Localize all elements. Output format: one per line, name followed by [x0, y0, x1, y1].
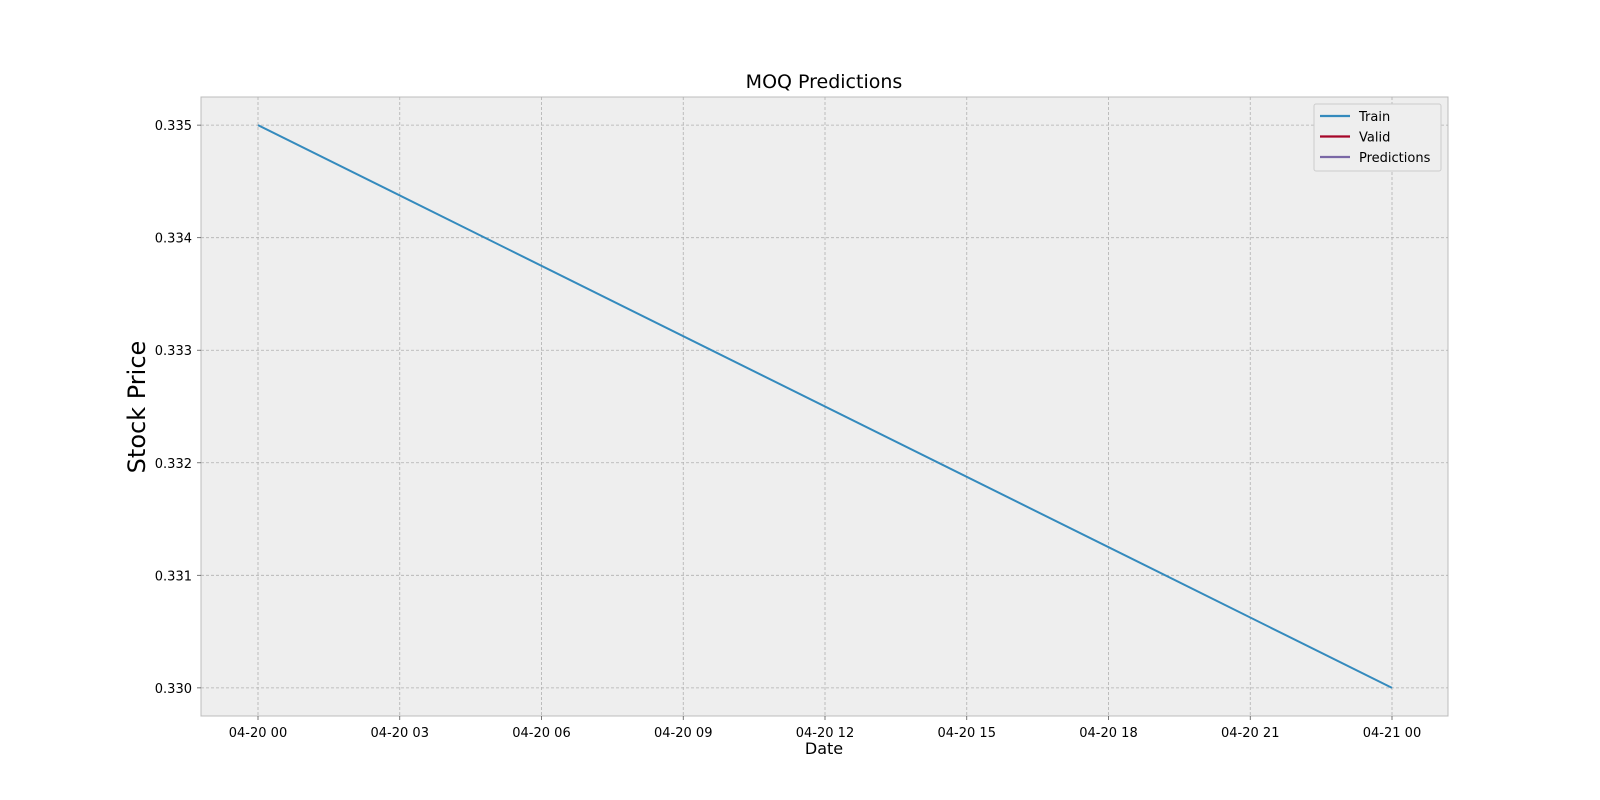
x-tick-label: 04-20 18 — [1079, 726, 1137, 741]
y-tick-label: 0.331 — [155, 569, 192, 584]
y-axis-label: Stock Price — [123, 341, 151, 474]
legend: Train Valid Predictions — [1313, 103, 1442, 172]
y-tick-label: 0.332 — [155, 457, 192, 472]
y-gridlines — [201, 124, 1448, 689]
legend-box — [1313, 103, 1442, 172]
y-tick-label: 0.333 — [155, 344, 192, 359]
y-tick-labels: 0.330 0.331 0.332 0.333 0.334 0.335 — [155, 119, 201, 697]
legend-label-valid: Valid — [1359, 131, 1390, 146]
y-tick-label: 0.330 — [155, 682, 192, 697]
x-tick-labels: 04-20 00 04-20 03 04-20 06 04-20 09 04-20 12… — [229, 716, 1421, 741]
x-tick-label: 04-20 00 — [229, 726, 287, 741]
series-layer — [257, 124, 1393, 689]
chart-title: MOQ Predictions — [746, 71, 903, 93]
x-tick-label: 04-20 03 — [371, 726, 429, 741]
series-line-train — [257, 124, 1393, 689]
x-tick-label: 04-21 00 — [1363, 726, 1421, 741]
x-tick-label: 04-20 09 — [654, 726, 712, 741]
x-tick-label: 04-20 15 — [938, 726, 996, 741]
x-tick-label: 04-20 12 — [796, 726, 854, 741]
y-tick-label: 0.334 — [155, 232, 192, 247]
legend-label-train: Train — [1358, 110, 1390, 125]
x-tick-label: 04-20 06 — [512, 726, 570, 741]
x-gridlines — [257, 97, 1393, 716]
legend-label-predictions: Predictions — [1359, 151, 1431, 166]
x-axis-label: Date — [805, 739, 843, 758]
y-tick-label: 0.335 — [155, 119, 192, 134]
x-tick-label: 04-20 21 — [1221, 726, 1279, 741]
